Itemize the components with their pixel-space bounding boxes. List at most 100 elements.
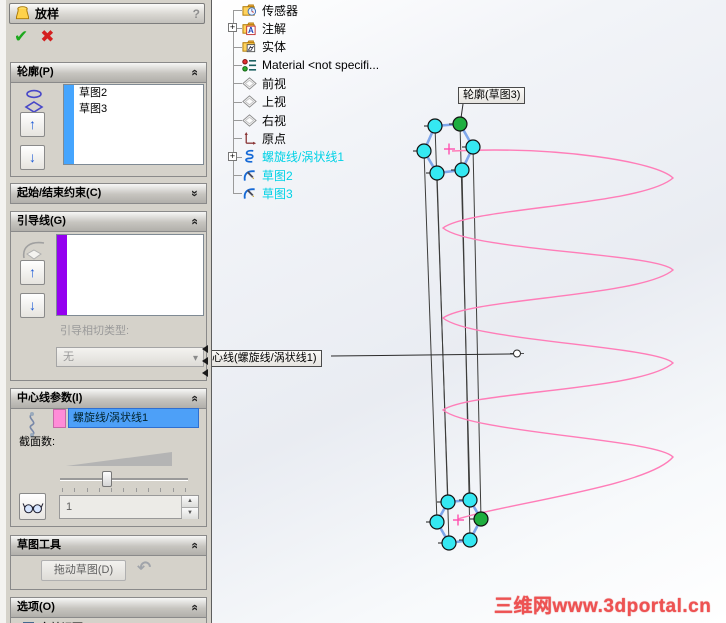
guides-header-label: 引导线(G) bbox=[17, 215, 66, 227]
merge-faces-label: 合并切面 bbox=[39, 619, 83, 623]
centerline-callout[interactable]: 心线(螺旋线/涡状线1) bbox=[207, 350, 322, 367]
origin-icon bbox=[244, 132, 257, 145]
section-count-value: 1 bbox=[66, 501, 73, 513]
sketch-tools-header[interactable]: 草图工具 bbox=[11, 536, 206, 556]
tree-item-top-plane[interactable]: 上视 bbox=[214, 93, 429, 111]
centerline-icon bbox=[29, 412, 35, 437]
watermark-text: 三维网www.3dportal.cn bbox=[494, 596, 712, 617]
loft-property-manager: 放样 ? ✔ ✖ 轮廓(P) 草图2 草图3 bbox=[6, 0, 212, 623]
tree-item-annotations[interactable]: A 注解 bbox=[214, 19, 429, 37]
tree-item-label: 草图3 bbox=[262, 187, 293, 202]
centerline-connection-point bbox=[513, 349, 521, 358]
move-profile-up-button[interactable] bbox=[20, 112, 45, 137]
panel-splitter-arrow-icon[interactable] bbox=[202, 345, 208, 353]
loft-preview-lines bbox=[423, 123, 482, 544]
section-density-ramp bbox=[66, 452, 172, 466]
show-sections-button[interactable] bbox=[19, 493, 46, 520]
property-manager-titlebar: 放样 ? bbox=[9, 3, 205, 24]
helix-curve bbox=[441, 149, 675, 520]
profiles-header[interactable]: 轮廓(P) bbox=[11, 63, 206, 83]
start-end-header-label: 起始/结束约束(C) bbox=[17, 187, 102, 199]
centerline-selection-field[interactable]: 螺旋线/涡状线1 bbox=[68, 408, 199, 428]
section-count-spinbox[interactable]: 1 bbox=[59, 495, 199, 519]
tree-item-label: Material <not specifi... bbox=[262, 58, 380, 73]
tree-item-sketch2[interactable]: 草图2 bbox=[214, 166, 429, 184]
guide-curves-groupbox: 引导线(G) 引导相切类型: 无 bbox=[10, 211, 207, 381]
profiles-groupbox: 轮廓(P) 草图2 草图3 bbox=[10, 62, 207, 177]
panel-splitter-arrow-icon[interactable] bbox=[202, 357, 208, 365]
sketch-icon bbox=[243, 188, 255, 199]
sensors-folder-icon bbox=[242, 4, 257, 16]
centerline-header[interactable]: 中心线参数(I) bbox=[11, 389, 206, 409]
collapse-chevron-icon[interactable] bbox=[188, 389, 202, 408]
collapse-chevron-icon[interactable] bbox=[188, 598, 202, 617]
tree-item-label: 原点 bbox=[262, 132, 287, 147]
expand-plus-icon[interactable] bbox=[228, 151, 237, 161]
section-count-label: 截面数: bbox=[19, 436, 56, 448]
profiles-list[interactable]: 草图2 草图3 bbox=[63, 84, 204, 165]
merge-faces-checkbox-row[interactable]: 合并切面 bbox=[23, 619, 83, 623]
tree-item-material[interactable]: Material <not specifi... bbox=[214, 56, 429, 74]
guide-tangency-value: 无 bbox=[63, 351, 74, 363]
centerline-header-label: 中心线参数(I) bbox=[17, 392, 83, 404]
collapse-chevron-icon[interactable] bbox=[188, 212, 202, 231]
tree-connector-line bbox=[233, 10, 234, 193]
spinbox-arrows[interactable] bbox=[181, 496, 198, 519]
guides-list[interactable] bbox=[56, 234, 204, 316]
start-end-header[interactable]: 起始/结束约束(C) bbox=[11, 184, 206, 204]
helix-icon bbox=[245, 150, 254, 164]
loft-feature-icon bbox=[15, 6, 30, 20]
expand-chevron-icon[interactable] bbox=[188, 184, 202, 203]
active-connector-point bbox=[473, 511, 489, 527]
tree-item-helix[interactable]: 螺旋线/涡状线1 bbox=[214, 148, 429, 166]
solid-bodies-folder-icon bbox=[242, 40, 256, 53]
checkbox-icon[interactable] bbox=[23, 621, 34, 623]
tree-item-sketch3[interactable]: 草图3 bbox=[214, 184, 429, 202]
feature-manager-tree: 传感器 A 注解 实体 bbox=[214, 1, 429, 203]
start-end-constraints-groupbox: 起始/结束约束(C) bbox=[10, 183, 207, 204]
expand-plus-icon[interactable] bbox=[228, 23, 237, 33]
centerline-color-swatch bbox=[53, 409, 66, 428]
glasses-icon bbox=[22, 502, 43, 513]
tree-item-sensors[interactable]: 传感器 bbox=[214, 1, 429, 19]
guide-tangency-label: 引导相切类型: bbox=[60, 325, 130, 337]
tree-item-right-plane[interactable]: 右视 bbox=[214, 111, 429, 129]
tree-item-front-plane[interactable]: 前视 bbox=[214, 74, 429, 92]
options-header-label: 选项(O) bbox=[17, 601, 55, 613]
section-count-slider-track[interactable] bbox=[60, 478, 188, 481]
guide-tangency-dropdown[interactable]: 无 bbox=[56, 347, 204, 368]
drag-sketch-button[interactable]: 拖动草图(D) bbox=[41, 560, 126, 581]
material-icon bbox=[242, 58, 257, 72]
profiles-header-label: 轮廓(P) bbox=[17, 66, 54, 78]
loft-connector-points bbox=[416, 116, 489, 551]
panel-splitter-arrow-icon[interactable] bbox=[202, 369, 208, 377]
sketch-center-cross bbox=[444, 143, 464, 526]
profile-callout-leader bbox=[460, 103, 464, 119]
slider-ticks bbox=[62, 488, 186, 492]
section-count-slider-thumb[interactable] bbox=[102, 471, 112, 487]
move-guide-down-button[interactable] bbox=[20, 293, 45, 318]
ok-button[interactable]: ✔ bbox=[14, 27, 29, 46]
plane-icon bbox=[242, 77, 257, 90]
tree-item-label: 草图2 bbox=[262, 168, 293, 183]
tree-item-solid-bodies[interactable]: 实体 bbox=[214, 38, 429, 56]
move-profile-down-button[interactable] bbox=[20, 145, 45, 170]
collapse-chevron-icon[interactable] bbox=[188, 63, 202, 82]
guides-list-stripe bbox=[57, 235, 67, 315]
tree-item-label: 右视 bbox=[262, 113, 287, 128]
profile-list-item[interactable]: 草图3 bbox=[79, 103, 108, 115]
tree-item-label: 螺旋线/涡状线1 bbox=[262, 150, 345, 165]
move-guide-up-button[interactable] bbox=[20, 260, 45, 285]
guides-header[interactable]: 引导线(G) bbox=[11, 212, 206, 232]
sketch-tools-header-label: 草图工具 bbox=[17, 539, 61, 551]
profiles-list-stripe bbox=[64, 85, 74, 164]
profile-callout[interactable]: 轮廓(草图3) bbox=[458, 87, 526, 104]
tree-item-origin[interactable]: 原点 bbox=[214, 129, 429, 147]
profile-list-item[interactable]: 草图2 bbox=[79, 87, 108, 99]
cancel-button[interactable]: ✖ bbox=[40, 27, 55, 46]
undo-icon[interactable] bbox=[137, 558, 151, 578]
help-icon[interactable]: ? bbox=[192, 6, 200, 21]
options-header[interactable]: 选项(O) bbox=[11, 598, 206, 618]
collapse-chevron-icon[interactable] bbox=[188, 536, 202, 555]
